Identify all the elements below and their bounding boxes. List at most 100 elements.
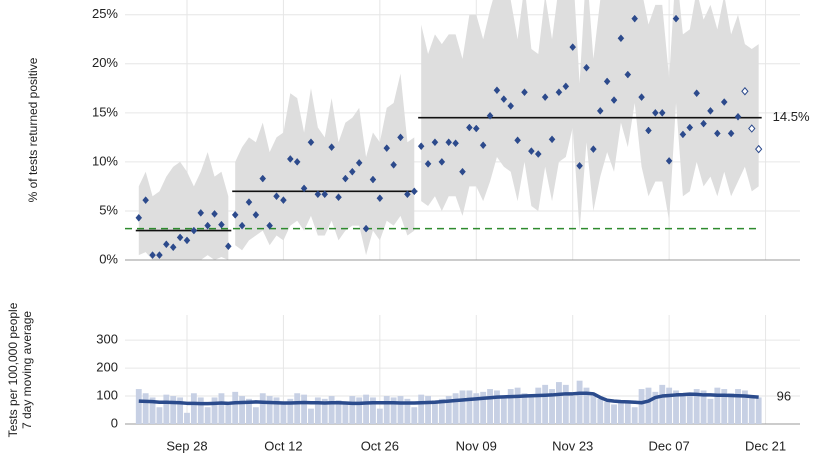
data-point — [224, 242, 232, 251]
data-point — [741, 86, 749, 96]
data-point — [459, 167, 466, 176]
mean-label: 14.5% — [773, 109, 810, 124]
bar — [170, 396, 177, 424]
bar — [507, 389, 514, 424]
data-point — [362, 224, 370, 233]
data-point — [638, 93, 645, 102]
data-point — [534, 150, 542, 158]
bar — [376, 408, 383, 424]
bar — [142, 393, 149, 424]
bar — [673, 390, 679, 424]
bar — [707, 398, 714, 424]
bar — [755, 397, 762, 424]
data-point — [652, 108, 659, 117]
bar — [363, 394, 369, 424]
y-tick-label: 15% — [92, 104, 118, 119]
data-point — [672, 14, 680, 23]
y-axis-title: Tests per 100,000 people — [6, 302, 20, 437]
bar — [473, 393, 480, 424]
bar — [500, 396, 507, 424]
data-point — [734, 112, 742, 121]
data-point — [569, 43, 577, 51]
bar — [149, 397, 156, 424]
bar — [714, 387, 721, 424]
data-point — [149, 251, 156, 259]
bar — [521, 393, 528, 424]
bar — [631, 407, 638, 424]
bar — [549, 389, 555, 424]
data-point — [176, 233, 184, 242]
bar — [177, 397, 184, 424]
data-point — [610, 96, 618, 104]
data-point — [679, 130, 687, 139]
positivity-overlay: 14.5% — [773, 109, 810, 124]
data-point — [293, 158, 301, 166]
y-tick-label: 25% — [92, 6, 118, 21]
data-point — [314, 190, 322, 199]
bar — [294, 393, 301, 424]
data-point — [727, 129, 735, 138]
bar — [342, 404, 349, 424]
bar — [425, 396, 431, 424]
data-point — [321, 190, 329, 199]
data-point — [596, 106, 604, 115]
bar — [659, 384, 666, 424]
data-point — [583, 63, 590, 72]
data-point — [562, 82, 570, 91]
bar — [197, 397, 204, 424]
bar — [638, 389, 645, 424]
bar — [576, 380, 583, 424]
data-point — [190, 226, 198, 235]
data-point — [328, 143, 335, 152]
data-point — [658, 108, 666, 117]
y-tick-label: 0 — [111, 415, 118, 430]
positivity-panel — [125, 0, 800, 261]
bar — [211, 397, 218, 424]
bar — [748, 396, 755, 424]
data-point — [700, 119, 707, 128]
bar — [645, 387, 652, 424]
data-point — [376, 194, 384, 203]
tests-panel: 96 — [125, 315, 800, 425]
data-point — [273, 192, 280, 201]
bar — [232, 391, 239, 424]
data-point — [424, 159, 432, 168]
data-point — [307, 138, 315, 147]
data-point — [486, 111, 494, 120]
data-point — [748, 124, 756, 133]
data-point — [472, 124, 480, 133]
data-point — [404, 190, 411, 199]
data-point — [720, 98, 728, 106]
data-point — [300, 184, 308, 193]
y-axis-title: % of tests returned positive — [26, 57, 40, 202]
bar — [163, 394, 170, 424]
x-tick-label: Dec 07 — [649, 438, 690, 453]
data-point — [369, 175, 377, 184]
data-point — [714, 129, 721, 138]
bar — [301, 394, 308, 424]
data-point — [252, 210, 260, 219]
x-tick-label: Sep 28 — [166, 438, 207, 453]
data-point — [197, 209, 205, 217]
data-point — [397, 133, 404, 142]
bar — [259, 393, 266, 424]
bar — [624, 400, 631, 424]
bar — [652, 391, 659, 424]
x-tick-label: Oct 12 — [264, 438, 302, 453]
bar — [617, 403, 624, 424]
bar — [266, 396, 273, 424]
x-tick-label: Oct 26 — [361, 438, 399, 453]
bar — [156, 407, 163, 424]
y-tick-label: 100 — [96, 387, 118, 402]
bar — [280, 403, 287, 424]
data-point — [286, 155, 294, 163]
bar — [666, 387, 673, 424]
bar — [452, 393, 459, 424]
x-tick-label: Nov 23 — [552, 438, 593, 453]
bar — [466, 390, 473, 424]
data-point — [410, 187, 418, 196]
bar — [569, 396, 576, 424]
bar — [204, 407, 211, 424]
data-point — [500, 95, 508, 103]
